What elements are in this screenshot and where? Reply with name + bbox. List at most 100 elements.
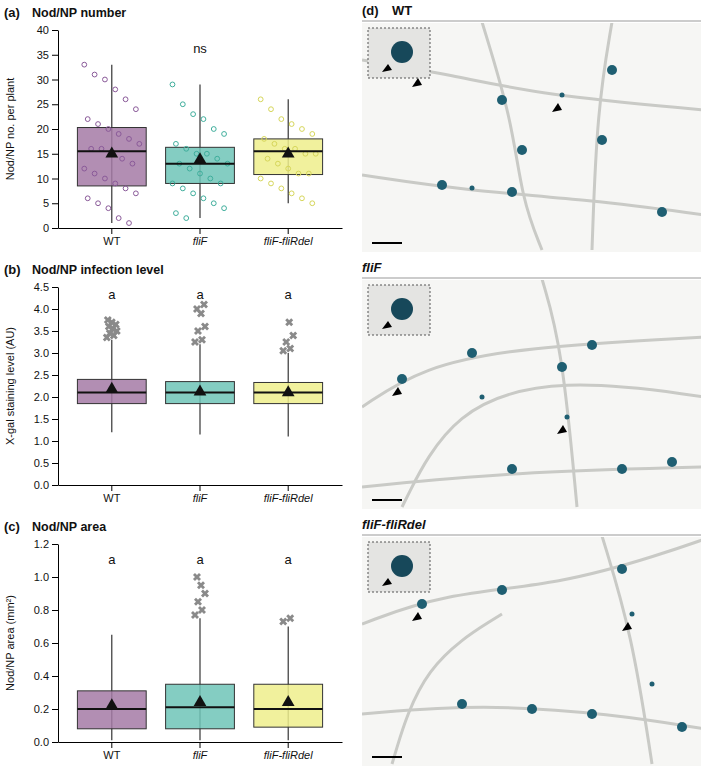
data-point — [286, 166, 291, 171]
data-point — [184, 146, 189, 151]
nodule — [557, 362, 567, 372]
nodule — [587, 340, 597, 350]
outlier — [192, 325, 204, 337]
x-tick-label: WT — [103, 492, 120, 504]
outlier — [102, 314, 114, 326]
box — [254, 316, 323, 436]
marks — [77, 62, 322, 225]
y-tick-label: 0.2 — [34, 703, 49, 715]
data-point — [208, 176, 213, 181]
data-point — [127, 221, 132, 226]
data-point — [170, 181, 175, 186]
root — [392, 614, 502, 764]
x-tick-label: fliF-fliRdel — [264, 749, 313, 761]
y-axis-title: Nod/NP no. per plant — [4, 78, 16, 181]
y-tick-mark — [52, 129, 58, 130]
scale-bar — [372, 756, 402, 758]
y-tick: 4.5 — [34, 281, 58, 293]
nodule — [667, 457, 677, 467]
x-tick: fliF-fliRdel — [264, 742, 313, 761]
nodule — [437, 180, 447, 190]
nodule — [497, 95, 507, 105]
y-tick-label: 0.4 — [34, 670, 49, 682]
y-tick-label: 4.0 — [34, 303, 49, 315]
nodule — [467, 348, 477, 358]
arrowhead — [622, 622, 632, 631]
root — [602, 537, 652, 764]
nodule — [517, 145, 527, 155]
data-point — [262, 137, 267, 142]
x-tick-label: fliF — [193, 749, 209, 761]
mean-marker — [282, 695, 295, 706]
annotation: a — [285, 552, 293, 567]
box — [254, 612, 323, 740]
data-point — [289, 191, 294, 196]
image-subpanel: fliF — [362, 260, 705, 509]
mean-marker — [194, 384, 207, 395]
data-point — [96, 122, 101, 127]
plot-area: 0.00.51.01.52.02.53.03.54.04.5WTfliFfliF… — [34, 281, 343, 504]
y-tick-label: 25 — [37, 98, 49, 110]
data-point — [310, 201, 315, 206]
y-tick: 15 — [37, 148, 58, 160]
data-point — [279, 186, 284, 191]
chart-title: Nod/NP number — [32, 6, 126, 20]
x-tick: WT — [103, 485, 120, 504]
y-tick: 1.0 — [34, 435, 58, 447]
data-point — [96, 201, 101, 206]
y-tick-label: 4.5 — [34, 281, 49, 293]
root — [362, 175, 701, 215]
data-point — [116, 132, 121, 137]
outlier — [192, 596, 204, 608]
x-tick-mark — [111, 742, 112, 748]
y-tick-mark — [52, 309, 58, 310]
marks — [77, 571, 322, 740]
marks — [77, 299, 322, 437]
data-point — [269, 107, 274, 112]
image-subpanel: fliF-fliRdel — [362, 517, 705, 766]
arrowhead — [557, 425, 567, 434]
box — [166, 571, 235, 740]
data-point — [258, 176, 263, 181]
y-tick: 5 — [43, 197, 58, 209]
annotation: a — [285, 287, 293, 302]
nodule — [527, 704, 537, 714]
y-axis: 0.00.51.01.52.02.53.03.54.04.5 — [34, 281, 59, 491]
data-point — [120, 156, 125, 161]
y-tick: 1.5 — [34, 413, 58, 425]
median — [254, 708, 323, 710]
y-tick: 1.2 — [34, 538, 58, 550]
y-tick: 35 — [37, 49, 58, 61]
y-axis-line — [58, 31, 59, 229]
data-point — [82, 166, 87, 171]
nodule — [507, 187, 517, 197]
data-point — [306, 171, 311, 176]
data-point — [180, 102, 185, 107]
box — [77, 314, 146, 432]
y-tick-mark — [52, 676, 58, 677]
y-tick-mark — [52, 228, 58, 229]
box-body — [254, 139, 323, 175]
nodule — [470, 186, 475, 191]
data-point — [289, 122, 294, 127]
y-tick-mark — [52, 179, 58, 180]
x-tick-mark — [111, 485, 112, 491]
y-axis: 0510152025303540 — [37, 24, 59, 234]
nodule — [607, 65, 617, 75]
y-axis-title: Nod/NP area (mm²) — [4, 595, 16, 691]
x-tick-label: fliF — [193, 235, 209, 247]
panel-label: (c) — [4, 519, 20, 534]
y-tick-mark — [52, 104, 58, 105]
image-title: fliF — [362, 260, 383, 275]
data-point — [85, 196, 90, 201]
data-point — [218, 181, 223, 186]
inset-nodule — [391, 555, 413, 577]
mean-marker — [105, 382, 118, 393]
panel-label: (a) — [4, 5, 20, 20]
x-tick: fliF — [193, 742, 209, 761]
data-point — [92, 72, 97, 77]
x-tick: fliF — [193, 485, 209, 504]
y-tick-mark — [52, 397, 58, 398]
nodule — [565, 415, 570, 420]
nodule — [397, 374, 407, 384]
